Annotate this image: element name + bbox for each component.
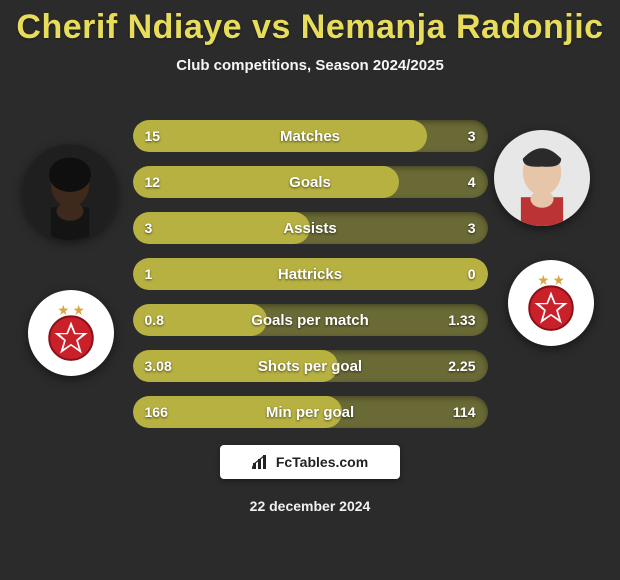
brand-badge: FcTables.com — [220, 445, 400, 479]
stat-bar: 0.81.33Goals per match — [133, 304, 488, 336]
stat-label: Goals — [133, 166, 488, 198]
stat-bar: 3.082.25Shots per goal — [133, 350, 488, 382]
stat-label: Assists — [133, 212, 488, 244]
subtitle: Club competitions, Season 2024/2025 — [0, 57, 620, 74]
stat-label: Min per goal — [133, 396, 488, 428]
stat-bars: 153Matches 124Goals 33Assists 10Hattricks 0.… — [133, 120, 488, 428]
stats-container: 153Matches 124Goals 33Assists 10Hattricks 0.… — [0, 120, 620, 428]
page-title: Cherif Ndiaye vs Nemanja Radonjic — [0, 0, 620, 47]
stat-label: Matches — [133, 120, 488, 152]
date-text: 22 december 2024 — [0, 498, 620, 514]
stat-bar: 124Goals — [133, 166, 488, 198]
stat-bar: 166114Min per goal — [133, 396, 488, 428]
stat-label: Hattricks — [133, 258, 488, 290]
stat-label: Goals per match — [133, 304, 488, 336]
stat-bar: 33Assists — [133, 212, 488, 244]
stat-label: Shots per goal — [133, 350, 488, 382]
stat-bar: 10Hattricks — [133, 258, 488, 290]
brand-text: FcTables.com — [276, 454, 368, 470]
stat-bar: 153Matches — [133, 120, 488, 152]
brand-chart-icon — [252, 454, 270, 470]
